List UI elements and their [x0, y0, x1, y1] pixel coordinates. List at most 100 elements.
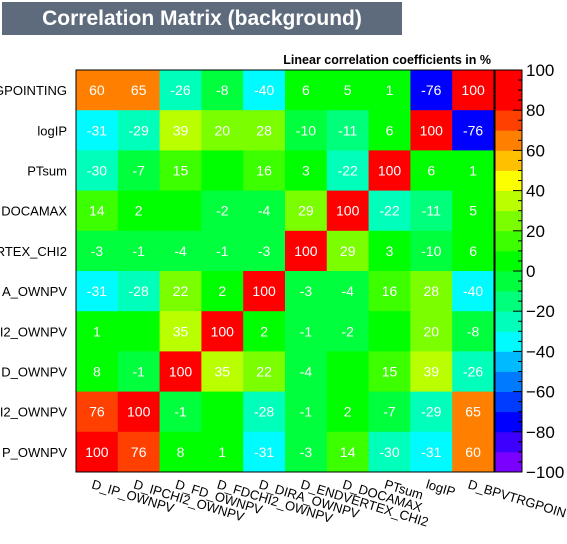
heatmap-cell	[368, 70, 411, 111]
cell-value-label: -8	[216, 82, 229, 98]
cell-value-label: 2	[135, 203, 143, 219]
heatmap-cell	[285, 150, 328, 191]
colorbar-segment	[495, 130, 522, 151]
cell-value-label: 39	[173, 122, 189, 138]
heatmap-cell	[452, 391, 495, 433]
cell-value-label: 14	[340, 444, 356, 460]
heatmap-cell	[201, 271, 244, 312]
heatmap-cell	[76, 311, 119, 352]
heatmap-cell	[243, 230, 286, 272]
cell-value-label: 1	[218, 444, 226, 460]
cell-value-label: 65	[465, 404, 481, 420]
cell-value-label: 100	[294, 243, 318, 259]
cell-value-label: -76	[463, 122, 483, 138]
cell-value-label: -76	[421, 82, 441, 98]
colorbar-tick-label: −40	[526, 342, 555, 361]
heatmap-cell	[368, 391, 411, 433]
heatmap-cell	[326, 271, 369, 312]
heatmap-cell	[410, 271, 453, 312]
colorbar-segment	[495, 250, 522, 272]
heatmap-cell	[159, 391, 202, 433]
heatmap-cell	[285, 391, 328, 433]
heatmap-cell	[117, 230, 160, 272]
heatmap-cell	[117, 431, 160, 473]
cell-value-label: -26	[463, 364, 483, 380]
y-axis-label: logIP	[37, 123, 67, 138]
colorbar-segment	[495, 230, 522, 252]
colorbar-segment	[495, 371, 522, 392]
cell-value-label: 29	[340, 243, 356, 259]
heatmap-cell	[285, 351, 328, 392]
cell-value-label: -2	[216, 203, 229, 219]
heatmap-cell	[201, 150, 244, 191]
heatmap-cell	[368, 110, 411, 151]
heatmap-cell	[243, 110, 286, 151]
heatmap-cell	[76, 351, 119, 392]
heatmap-cell	[159, 150, 202, 191]
heatmap-cell	[76, 431, 119, 473]
heatmap-cell	[243, 150, 286, 191]
heatmap-cell	[243, 70, 286, 111]
colorbar-segment	[495, 70, 522, 91]
cell-value-label: 76	[131, 444, 147, 460]
heatmap-cell	[201, 230, 244, 272]
cell-value-label: -11	[338, 122, 357, 138]
cell-value-label: 15	[173, 163, 189, 179]
heatmap-cell	[201, 431, 244, 473]
heatmap-cell	[159, 110, 202, 151]
colorbar-segment	[495, 431, 522, 453]
heatmap-cell	[410, 230, 453, 272]
cell-value-label: 39	[424, 364, 440, 380]
cell-value-label: 35	[215, 364, 231, 380]
colorbar-segment	[495, 190, 522, 212]
colorbar-segment	[495, 411, 522, 433]
heatmap-cell	[285, 110, 328, 151]
colorbar-segment	[495, 291, 522, 312]
cell-value-label: -3	[91, 243, 104, 259]
heatmap-cell	[76, 190, 119, 232]
heatmap-cell	[201, 311, 244, 352]
heatmap-cell	[117, 271, 160, 312]
cell-value-label: 1	[469, 163, 477, 179]
heatmap-cell	[326, 311, 369, 352]
cell-value-label: -26	[170, 82, 190, 98]
cell-value-label: -3	[258, 243, 271, 259]
cell-value-label: 1	[93, 323, 101, 339]
heatmap-cell	[368, 311, 411, 352]
heatmap-cell	[326, 110, 369, 151]
heatmap-cell	[410, 311, 453, 352]
colorbar-segment	[495, 210, 522, 232]
heatmap-cell	[452, 230, 495, 272]
cell-value-label: -11	[422, 203, 441, 219]
heatmap-cell	[452, 431, 495, 473]
colorbar-segment	[495, 351, 522, 372]
cell-value-label: 6	[469, 243, 477, 259]
heatmap-cell	[368, 150, 411, 191]
heatmap-cell	[326, 431, 369, 473]
heatmap-cell	[159, 70, 202, 111]
x-axis-label: logIP	[424, 477, 457, 500]
heatmap-cell	[159, 271, 202, 312]
heatmap-cell	[201, 110, 244, 151]
colorbar-segment	[495, 391, 522, 413]
heatmap-cell	[76, 110, 119, 151]
heatmap-cell	[452, 190, 495, 232]
y-axis-label: A_OWNPV	[2, 284, 67, 299]
heatmap-cell	[117, 311, 160, 352]
cell-value-label: 14	[89, 203, 105, 219]
heatmap-cell	[326, 70, 369, 111]
heatmap-cell	[76, 150, 119, 191]
y-axis-label: RTEX_CHI2	[0, 244, 67, 259]
heatmap-cell	[76, 271, 119, 312]
y-axis-label: I2_OWNPV	[0, 324, 67, 339]
cell-value-label: -4	[341, 283, 354, 299]
cell-value-label: 3	[302, 163, 310, 179]
cell-value-label: -22	[338, 163, 358, 179]
heatmap-cell	[117, 351, 160, 392]
plot-frame	[75, 69, 495, 473]
colorbar-segment	[495, 110, 522, 131]
heatmap-cell	[452, 311, 495, 352]
cell-value-label: -31	[254, 444, 274, 460]
cell-value-label: -31	[421, 444, 441, 460]
